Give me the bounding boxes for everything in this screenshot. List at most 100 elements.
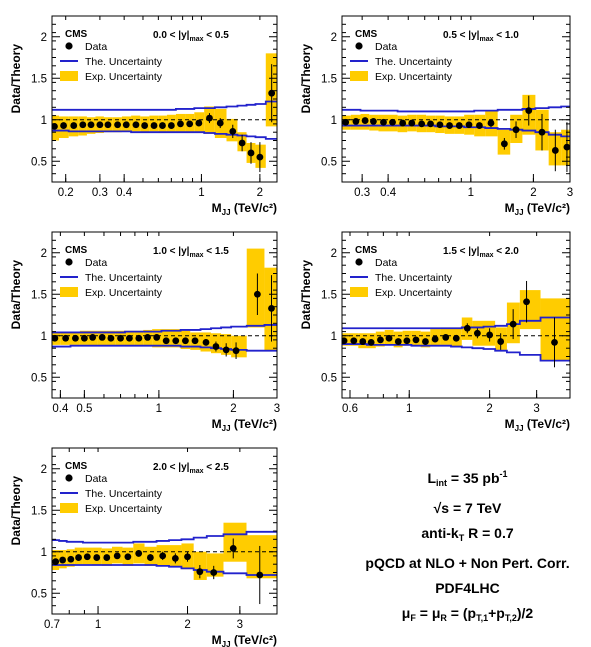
y-tick-label: 1 [331,331,337,343]
data-point [232,347,240,355]
exp-uncertainty-bin [231,335,247,358]
data-point [452,334,460,342]
data-point [206,114,213,122]
legend-data-label: Data [85,473,107,485]
legend-data-label: Data [375,257,397,269]
plot-area [342,94,570,173]
x-tick-label: 3 [237,619,243,631]
data-point [436,121,444,129]
theory-uncertainty-lower [52,344,277,352]
theory-uncertainty-upper [52,324,277,334]
y-axis-label: Data/Theory [299,260,313,330]
legend-data-marker [355,42,363,50]
x-axis-label: MJJ (TeV/c²) [212,417,277,433]
x-tick-label: 0.6 [342,403,358,415]
y-tick-label: 1 [41,331,47,343]
data-point [191,337,199,345]
y-tick-label: 1.5 [321,289,337,301]
data-point [268,304,275,312]
legend-exp-label: Exp. Uncertainty [85,287,163,299]
data-point [177,120,184,128]
x-tick-label: 0.5 [76,403,92,415]
data-point [403,337,411,345]
data-point [427,120,434,128]
data-point [394,338,402,345]
data-point [104,121,112,129]
legend: Data The. Uncertainty Exp. Uncertainty [60,473,163,515]
exp-uncertainty-bin [519,290,541,330]
x-axis-label: MJJ (TeV/c²) [505,201,570,217]
data-point [96,121,104,129]
data-point [89,334,97,341]
experiment-tag: CMS [355,245,378,256]
data-point [455,122,463,129]
data-point [247,149,255,157]
data-point [122,121,130,129]
panel-4: 0.5 1 1.5 2 0.6 1 2 3 Data/Theory MJJ (TeV/c²) CMS… [299,231,571,433]
x-tick-label: 0.3 [354,187,370,199]
data-point [361,117,369,124]
data-point [150,122,158,129]
data-point [171,554,179,562]
legend-data-marker [355,258,363,266]
legend: Data The. Uncertainty Exp. Uncertainty [350,41,453,83]
data-point [117,334,124,342]
legend-exp-label: Exp. Uncertainty [85,503,163,515]
x-axis-label: MJJ (TeV/c²) [505,417,570,433]
pdf-line: PDF4LHC [435,580,500,596]
legend-exp-label: Exp. Uncertainty [375,71,453,83]
data-point [268,89,276,97]
data-point [195,119,203,127]
legend-data-label: Data [85,41,107,53]
data-point [124,553,132,561]
luminosity-line: Lint = 35 pb-1 [427,469,508,488]
data-point [144,334,151,341]
theory-info-box: Lint = 35 pb-1 √s = 7 TeV anti-kT R = 0.… [355,462,580,631]
rapidity-range-label: 0.5 < |y|max < 1.0 [443,30,519,43]
data-point [352,118,360,125]
y-tick-label: 2 [41,464,47,476]
y-axis-label: Data/Theory [9,260,23,330]
y-tick-label: 1 [41,115,47,127]
data-point [52,558,60,566]
data-point [135,334,143,342]
x-tick-label: 3 [567,187,573,199]
data-point [107,334,115,342]
data-point [412,336,420,344]
data-point [359,338,367,345]
data-point [256,153,264,161]
x-tick-label: 1 [198,187,204,199]
data-point [135,550,143,557]
data-point [389,118,396,126]
exp-uncertainty-bin [540,298,570,361]
data-point [465,121,473,129]
x-tick-label: 1 [95,619,101,631]
rapidity-range-label: 1.5 < |y|max < 2.0 [443,246,519,259]
data-point [60,122,67,129]
legend-theory-label: The. Uncertainty [375,56,453,68]
x-tick-label: 0.7 [44,619,60,631]
energy-line: √s = 7 TeV [433,500,502,516]
panel-3: 0.5 1 1.5 2 0.4 0.5 1 2 3 Data/Theory MJJ (TeV/c²)… [9,231,280,433]
legend-exp-swatch [60,287,78,297]
x-tick-label: 2 [486,403,492,415]
data-point [212,343,220,350]
data-point [538,128,546,136]
data-point [59,556,67,564]
data-point [422,338,429,345]
data-point [146,554,154,561]
plot-area [52,248,277,359]
data-point [229,127,237,135]
legend-data-marker [65,474,73,482]
calculation-line: pQCD at NLO + Non Pert. Corr. [365,555,570,571]
legend-theory-label: The. Uncertainty [85,56,163,68]
data-point [172,337,180,345]
exp-uncertainty-bin [246,248,265,328]
data-point [67,555,75,563]
experiment-tag: CMS [65,245,88,256]
y-tick-label: 2 [41,32,47,44]
data-point [377,336,384,344]
x-tick-label: 2 [184,619,190,631]
panel-2: 0.5 1 1.5 2 0.3 0.4 1 2 3 Data/Theory MJJ (TeV/c²)… [299,15,573,217]
theory-uncertainty-upper [52,530,277,544]
